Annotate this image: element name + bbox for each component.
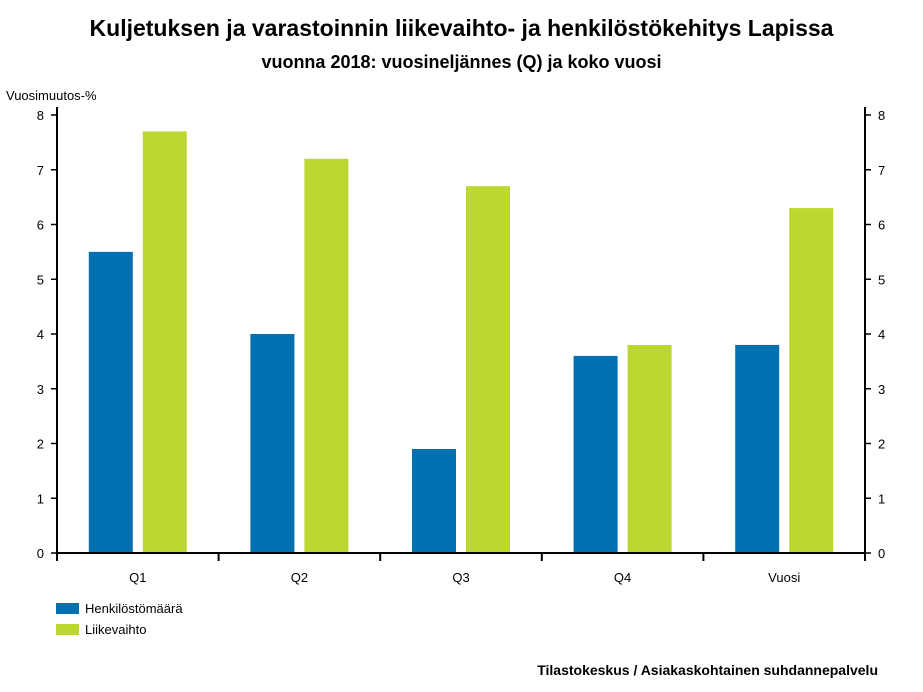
y-tick-label-left: 8 [37, 108, 44, 123]
y-tick-label-left: 2 [37, 437, 44, 452]
y-tick-label-left: 6 [37, 218, 44, 233]
bar-liikevaihto-q3 [466, 186, 510, 554]
legend-swatch-1 [56, 603, 79, 614]
legend-item-2: Liikevaihto [56, 622, 146, 637]
x-tick-label: Q1 [129, 570, 146, 585]
chart-subtitle: vuonna 2018: vuosineljännes (Q) ja koko … [261, 52, 662, 72]
y-axis-label: Vuosimuutos-% [6, 88, 97, 103]
bar-henkilostomaara-q2 [250, 334, 295, 553]
legend-label-1: Henkilöstömäärä [85, 601, 183, 616]
y-tick-label-left: 3 [37, 382, 44, 397]
source-note: Tilastokeskus / Asiakaskohtainen suhdann… [537, 662, 878, 678]
bar-liikevaihto-q1 [142, 131, 187, 554]
chart-title: Kuljetuksen ja varastoinnin liikevaihto-… [89, 15, 834, 41]
y-tick-label-right: 3 [878, 382, 885, 397]
bar-liikevaihto-vuosi [789, 208, 834, 553]
axes-layer: Q1 Q2 Q3 Q4 Vuosi 0 0 1 1 2 2 3 3 4 4 5 5 6 6 7 7 8 8 [37, 107, 885, 585]
bar-liikevaihto-q2 [304, 158, 349, 554]
legend-label-2: Liikevaihto [85, 622, 147, 637]
y-tick-label-right: 1 [878, 491, 885, 506]
bar-henkilostomaara-q1 [88, 251, 133, 553]
x-tick-label: Q4 [614, 570, 631, 585]
x-tick-label: Vuosi [768, 570, 800, 585]
y-tick-label-right: 0 [878, 546, 885, 561]
bar-henkilostomaara-q3 [412, 448, 456, 553]
y-tick-label-left: 0 [37, 546, 44, 561]
x-tick-label: Q3 [452, 570, 469, 585]
y-tick-label-left: 7 [37, 163, 44, 178]
bar-henkilostomaara-q4 [573, 355, 618, 553]
y-tick-label-left: 1 [37, 491, 44, 506]
y-tick-label-right: 7 [878, 163, 885, 178]
x-tick-label: Q2 [291, 570, 308, 585]
y-tick-label-left: 5 [37, 272, 44, 287]
y-tick-label-right: 2 [878, 437, 885, 452]
y-tick-label-right: 6 [878, 218, 885, 233]
y-tick-label-left: 4 [37, 327, 44, 342]
y-tick-label-right: 4 [878, 327, 885, 342]
legend-item-1: Henkilöstömäärä [56, 601, 183, 616]
bars-layer [88, 131, 834, 554]
y-tick-label-right: 8 [878, 108, 885, 123]
y-tick-label-right: 5 [878, 272, 885, 287]
bar-henkilostomaara-vuosi [735, 344, 780, 553]
bar-liikevaihto-q4 [627, 344, 672, 553]
legend-swatch-2 [56, 624, 79, 635]
